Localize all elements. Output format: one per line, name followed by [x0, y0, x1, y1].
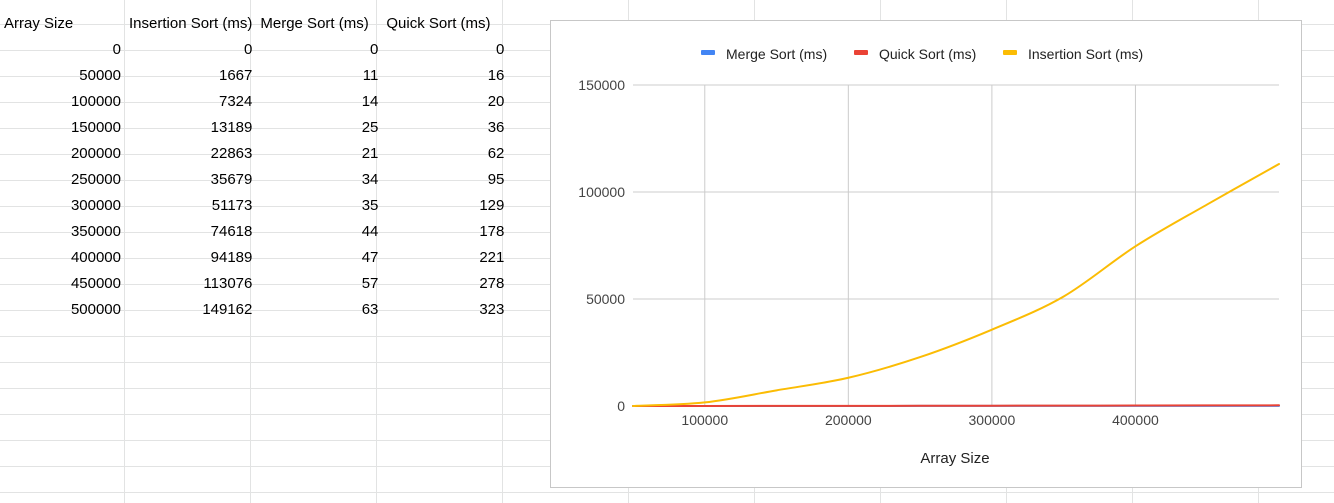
table-cell[interactable]: 7324 — [219, 93, 253, 110]
table-cell[interactable]: 57 — [361, 275, 379, 292]
y-tick-label: 100000 — [578, 184, 625, 200]
table-cell[interactable]: 450000 — [70, 275, 121, 292]
chart-canvas: 0 50000 100000 150000 100000 200000 300000 4000… — [578, 46, 1280, 467]
table-cell[interactable]: 178 — [479, 223, 505, 240]
table-cell[interactable]: 63 — [361, 301, 379, 318]
legend-label[interactable]: Quick Sort (ms) — [879, 46, 976, 62]
table-cell[interactable]: 1667 — [219, 67, 253, 84]
table-cell[interactable]: 50000 — [79, 67, 121, 84]
table-cell[interactable]: 250000 — [70, 171, 121, 188]
table-row: 150000 13189 25 36 — [0, 115, 508, 141]
table-row: 250000 35679 34 95 — [0, 167, 508, 193]
table-cell[interactable]: 11 — [362, 67, 379, 84]
table-cell[interactable]: 74618 — [210, 223, 253, 240]
table-cell[interactable]: 323 — [479, 301, 505, 318]
column-header[interactable]: Quick Sort (ms) — [386, 15, 491, 32]
table-cell[interactable]: 47 — [361, 249, 379, 266]
table-cell[interactable]: 20 — [487, 93, 505, 110]
legend-swatch — [701, 50, 715, 55]
column-header[interactable]: Insertion Sort (ms) — [129, 15, 253, 32]
table-cell[interactable]: 400000 — [70, 249, 121, 266]
table-cell[interactable]: 350000 — [70, 223, 121, 240]
table-row: 350000 74618 44 178 — [0, 219, 508, 245]
legend-swatch — [854, 50, 868, 55]
x-tick-label: 300000 — [969, 412, 1016, 428]
table-cell[interactable]: 0 — [112, 41, 121, 58]
table-cell[interactable]: 500000 — [70, 301, 121, 318]
table-row: 100000 7324 14 20 — [0, 89, 508, 115]
table-cell[interactable]: 100000 — [70, 93, 121, 110]
table-cell[interactable]: 35 — [361, 197, 379, 214]
table-cell[interactable]: 200000 — [70, 145, 121, 162]
table-cell[interactable]: 150000 — [70, 119, 121, 136]
table-row: 0 0 0 0 — [0, 37, 508, 63]
column-header[interactable]: Merge Sort (ms) — [260, 15, 369, 32]
table-cell[interactable]: 0 — [496, 41, 505, 58]
column-header[interactable]: Array Size — [4, 15, 74, 32]
data-table: Array Size Insertion Sort (ms) Merge Sort … — [0, 11, 508, 323]
table-cell[interactable]: 221 — [479, 249, 505, 266]
table-cell[interactable]: 44 — [361, 223, 379, 240]
table-cell[interactable]: 25 — [361, 119, 379, 136]
table-cell[interactable]: 0 — [370, 41, 379, 58]
table-cell[interactable]: 278 — [479, 275, 505, 292]
table-cell[interactable]: 62 — [487, 145, 505, 162]
table-cell[interactable]: 95 — [487, 171, 505, 188]
table-cell[interactable]: 300000 — [70, 197, 121, 214]
series-line-insertion-sort-ms[interactable] — [632, 163, 1280, 407]
series-line-quick-sort-ms[interactable] — [632, 404, 1280, 407]
table-cell[interactable]: 129 — [479, 197, 505, 214]
legend-label[interactable]: Insertion Sort (ms) — [1028, 46, 1143, 62]
table-row: 500000 149162 63 323 — [0, 297, 508, 323]
x-tick-label: 200000 — [825, 412, 872, 428]
table-row: 200000 22863 21 62 — [0, 141, 508, 167]
table-cell[interactable]: 94189 — [210, 249, 253, 266]
table-cell[interactable]: 36 — [487, 119, 505, 136]
table-row: 50000 1667 11 16 — [0, 63, 508, 89]
table-row: 300000 51173 35 129 — [0, 193, 508, 219]
y-tick-label: 50000 — [586, 291, 625, 307]
table-cell[interactable]: 113076 — [203, 275, 253, 292]
legend-label[interactable]: Merge Sort (ms) — [726, 46, 827, 62]
x-tick-label: 400000 — [1112, 412, 1159, 428]
table-cell[interactable]: 21 — [361, 145, 379, 162]
legend-swatch — [1003, 50, 1017, 55]
table-header-row: Array Size Insertion Sort (ms) Merge Sort … — [0, 11, 508, 37]
line-chart[interactable]: 0 50000 100000 150000 100000 200000 300000 4000… — [550, 20, 1302, 488]
table-cell[interactable]: 22863 — [210, 145, 253, 162]
table-cell[interactable]: 14 — [361, 93, 379, 110]
table-cell[interactable]: 149162 — [202, 301, 253, 318]
table-cell[interactable]: 0 — [244, 41, 253, 58]
x-tick-label: 100000 — [681, 412, 728, 428]
table-row: 450000 113076 57 278 — [0, 271, 508, 297]
y-tick-label: 150000 — [578, 77, 625, 93]
table-cell[interactable]: 51173 — [211, 197, 253, 214]
table-cell[interactable]: 16 — [487, 67, 505, 84]
table-cell[interactable]: 34 — [361, 171, 379, 188]
table-row: 400000 94189 47 221 — [0, 245, 508, 271]
table-cell[interactable]: 35679 — [210, 171, 253, 188]
table-cell[interactable]: 13189 — [210, 119, 253, 136]
y-tick-label: 0 — [617, 398, 625, 414]
x-axis-title: Array Size — [920, 450, 989, 467]
